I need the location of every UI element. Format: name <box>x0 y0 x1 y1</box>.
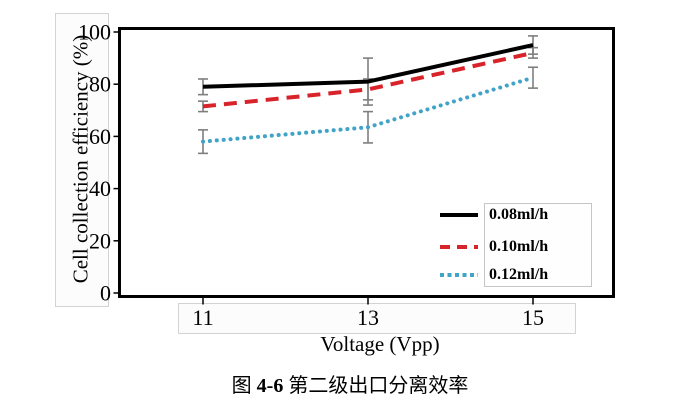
caption-title: 第二级出口分离效率 <box>288 375 469 397</box>
legend-sample-dotted-line <box>440 273 478 277</box>
legend-label: 0.12ml/h <box>489 266 549 283</box>
x-tick-label: 11 <box>192 305 213 330</box>
y-tick-label: 80 <box>89 72 111 97</box>
legend: 0.08ml/h 0.10ml/h 0.12ml/h <box>440 200 595 290</box>
legend-item: 0.10ml/h <box>440 237 548 257</box>
x-axis-title: Voltage (Vpp) <box>320 332 440 356</box>
legend-sample-dashed-line <box>440 245 478 249</box>
legend-sample-solid-line <box>440 213 478 217</box>
y-tick-label: 0 <box>100 281 111 306</box>
y-tick-label: 60 <box>89 124 111 149</box>
legend-item: 0.08ml/h <box>440 205 548 225</box>
y-tick-label: 100 <box>78 20 111 45</box>
figure-caption: 图 4-6 第二级出口分离效率 <box>0 369 700 398</box>
y-label-highlight-box <box>55 13 109 307</box>
legend-item: 0.12ml/h <box>440 265 548 285</box>
y-tick-label: 40 <box>89 176 111 201</box>
plot-border <box>118 27 615 298</box>
series-line-0-12ml-h <box>201 75 535 144</box>
legend-label: 0.10ml/h <box>489 238 549 255</box>
y-tick-label: 20 <box>89 228 111 253</box>
caption-prefix: 图 <box>231 375 252 397</box>
legend-label: 0.08ml/h <box>489 206 549 223</box>
x-tick-label: 13 <box>357 305 379 330</box>
x-ticks-highlight-box <box>178 303 576 334</box>
series-line-0-10ml-h <box>202 50 534 109</box>
legend-box <box>484 203 592 287</box>
caption-number: 4-6 <box>256 375 284 397</box>
series-line-0-08ml-h <box>202 43 534 89</box>
x-tick-label: 15 <box>522 305 544 330</box>
